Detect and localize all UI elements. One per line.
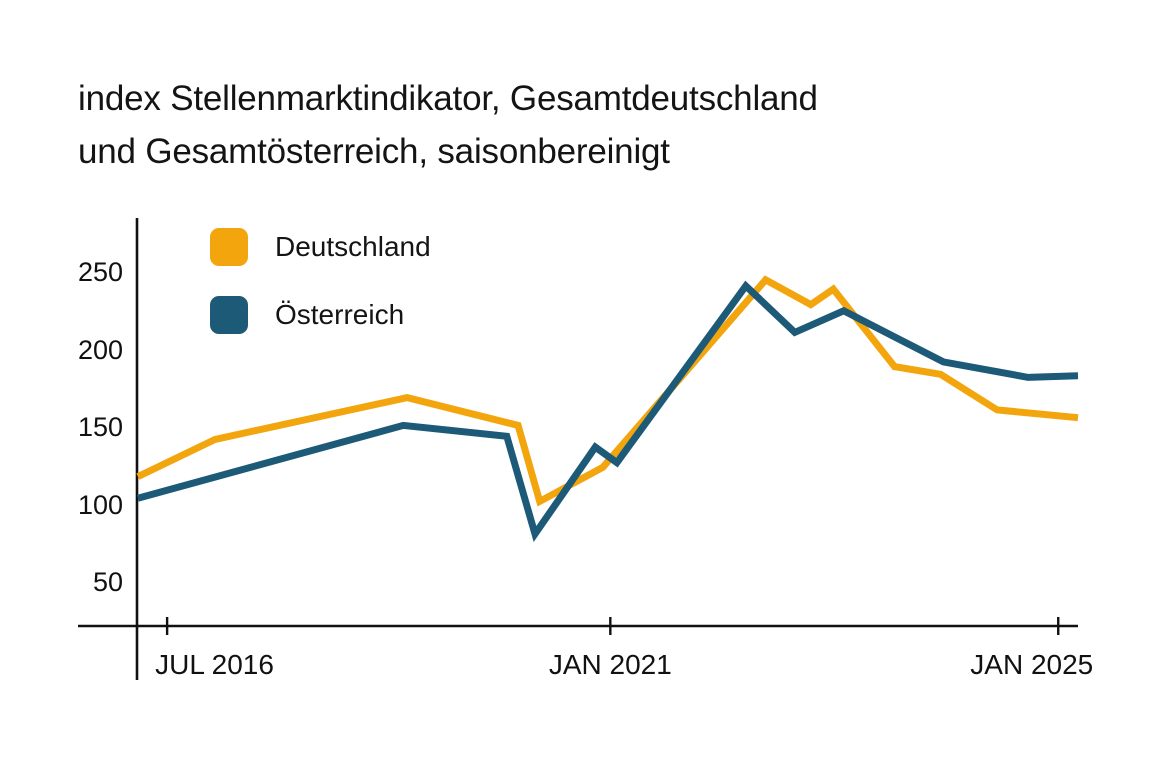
legend-item-oesterreich: Österreich (210, 296, 431, 334)
y-axis-label: 100 (77, 489, 123, 520)
chart-title-line1: index Stellenmarktindikator, Gesamtdeuts… (78, 79, 818, 118)
y-axis-label: 250 (77, 257, 123, 287)
oesterreich-color-swatch (210, 296, 248, 334)
legend-label-oesterreich: Österreich (275, 299, 405, 330)
chart-title: index Stellenmarktindikator, Gesamtdeuts… (78, 72, 818, 178)
x-axis-label: JAN 2025 (970, 649, 1094, 680)
x-axis-label: JAN 2021 (548, 649, 672, 680)
legend-item-deutschland: Deutschland (210, 228, 431, 266)
y-axis-label: 150 (77, 412, 123, 442)
legend: Deutschland Österreich (210, 228, 431, 364)
deutschland-color-swatch (210, 228, 248, 266)
chart-title-line2: und Gesamtösterreich, saisonbereinigt (78, 132, 670, 171)
x-axis-label: JUL 2016 (155, 649, 274, 680)
y-axis-label: 200 (77, 334, 123, 365)
legend-label-deutschland: Deutschland (275, 231, 431, 262)
series-line-oesterreich (136, 280, 1079, 543)
y-axis-label: 50 (92, 567, 123, 597)
series-line-deutschland (136, 275, 1079, 507)
